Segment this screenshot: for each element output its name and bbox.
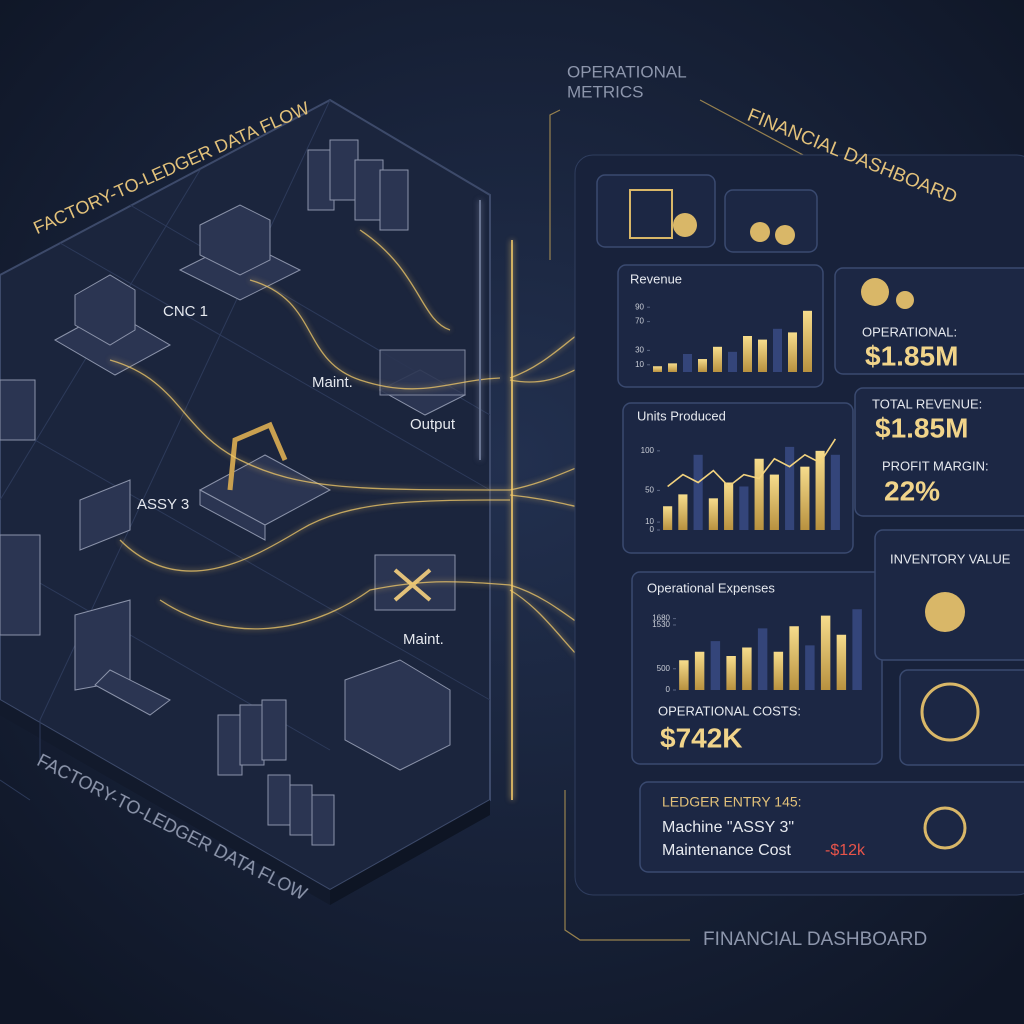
bar (754, 458, 764, 530)
bar (713, 346, 722, 372)
kpi-label: TOTAL REVENUE: (872, 396, 982, 411)
bar (693, 454, 703, 530)
bar (757, 628, 768, 690)
kpi-label: INVENTORY VALUE (890, 551, 1011, 566)
bar (758, 339, 767, 372)
dashboard-panels (574, 154, 1024, 896)
bar (815, 450, 825, 530)
bar (678, 494, 688, 530)
bar (836, 634, 847, 690)
bar (743, 336, 752, 372)
chart-title: Revenue (630, 271, 682, 286)
chart-title: Operational Expenses (647, 580, 775, 595)
y-tick-label: 1530 (652, 620, 670, 629)
ledger-line: Maintenance Cost (662, 842, 792, 859)
bar (694, 651, 705, 690)
y-tick-label: 50 (645, 486, 654, 495)
kpi-label: PROFIT MARGIN: (882, 458, 989, 473)
header: METRICS (567, 82, 644, 101)
y-tick-label: 30 (635, 346, 644, 355)
bar (769, 474, 779, 530)
bar (800, 466, 810, 530)
station-label: Maint. (403, 631, 444, 648)
y-tick-label: 70 (635, 317, 644, 326)
bar (724, 482, 734, 530)
dashboard-title-bottom: FINANCIAL DASHBOARD (703, 929, 927, 950)
ledger-line: Machine "ASSY 3" (662, 819, 794, 836)
ledger-amount: -$12k (825, 842, 866, 859)
y-tick-label: 500 (657, 664, 671, 673)
kpi-value: $1.85M (865, 340, 958, 371)
y-tick-label: 0 (650, 525, 655, 534)
station-label: CNC 1 (163, 303, 208, 320)
trend-line (667, 438, 837, 488)
bar (679, 660, 689, 690)
bar (789, 626, 799, 690)
kpi-label: OPERATIONAL COSTS: (658, 703, 801, 718)
bar (728, 351, 737, 372)
bar (852, 609, 862, 690)
bar (739, 486, 749, 530)
bar (726, 656, 736, 690)
kpi-label: OPERATIONAL: (862, 324, 957, 339)
bar (805, 645, 815, 690)
y-tick-label: 1680 (652, 614, 670, 623)
bar (683, 354, 692, 372)
kpi-value: 22% (884, 475, 940, 506)
bar (742, 647, 752, 690)
bar (653, 366, 662, 372)
bar (788, 332, 797, 372)
station-label: ASSY 3 (137, 496, 189, 513)
station-label: Output (410, 416, 456, 433)
bar (708, 498, 718, 530)
bar (773, 651, 784, 690)
bar (820, 615, 831, 690)
bar (803, 310, 812, 372)
y-tick-label: 100 (641, 446, 655, 455)
kpi-value: $1.85M (875, 412, 968, 443)
bar (698, 359, 707, 372)
y-tick-label: 10 (645, 517, 654, 526)
bar (773, 328, 782, 372)
bar (710, 641, 721, 690)
chart-title: Units Produced (637, 408, 726, 423)
header: OPERATIONAL (567, 62, 687, 81)
bar (668, 363, 677, 372)
ledger-title: LEDGER ENTRY 145: (662, 794, 802, 810)
bar (663, 506, 673, 530)
bar (830, 454, 840, 530)
y-tick-label: 0 (666, 685, 671, 694)
machines (0, 139, 467, 846)
station-label: Maint. (312, 374, 353, 391)
y-tick-label: 10 (635, 360, 644, 369)
kpi-value: $742K (660, 722, 743, 753)
y-tick-label: 90 (635, 302, 644, 311)
bar (785, 446, 795, 530)
